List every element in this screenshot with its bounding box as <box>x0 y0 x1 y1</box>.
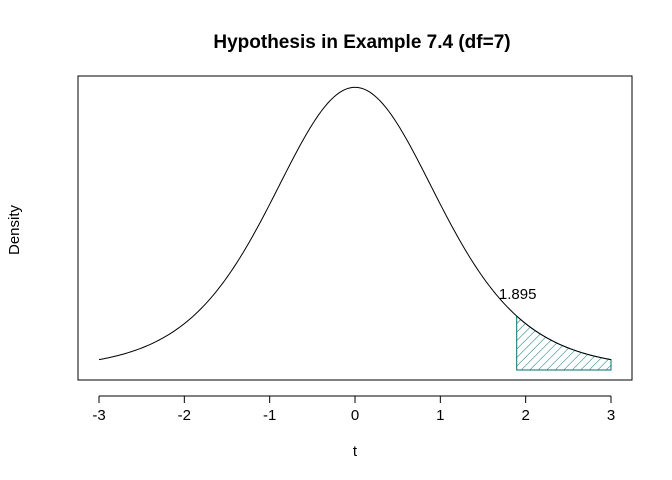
y-axis-label: Density <box>6 204 23 255</box>
x-tick-label: -3 <box>92 407 105 424</box>
plot-frame <box>77 75 633 381</box>
chart-title: Hypothesis in Example 7.4 (df=7) <box>213 32 510 53</box>
critical-value-annotation: 1.895 <box>499 286 537 303</box>
density-curve <box>98 86 612 361</box>
x-tick-label: 1 <box>436 407 444 424</box>
shaded-rejection-region <box>516 314 612 371</box>
x-axis: -3 -2 -1 0 1 2 3 <box>92 395 615 424</box>
x-tick-label: -1 <box>263 407 276 424</box>
x-tick-label: 3 <box>607 407 615 424</box>
x-tick-label: -2 <box>178 407 191 424</box>
x-tick-label: 2 <box>521 407 529 424</box>
x-tick-label: 0 <box>351 407 359 424</box>
x-axis-label: t <box>353 443 358 460</box>
